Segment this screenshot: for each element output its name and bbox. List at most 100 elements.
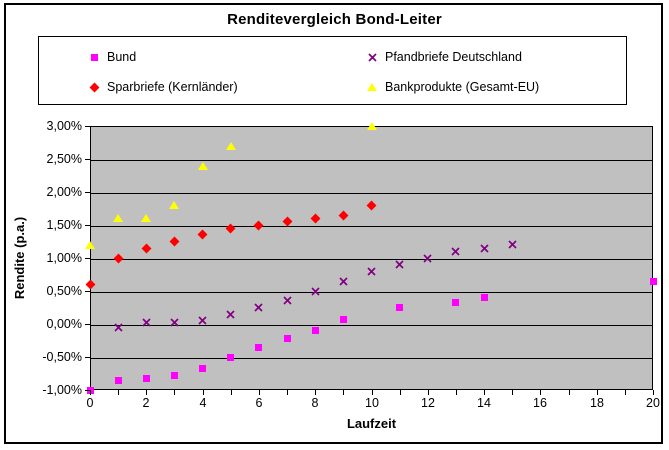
x-tick-label: 18	[590, 396, 604, 410]
data-point-bund	[452, 298, 460, 306]
x-axis-tick	[259, 390, 260, 395]
data-point-pfandbriefe-deutschland	[451, 247, 461, 256]
data-point-bund	[199, 365, 207, 373]
y-axis-tick	[85, 126, 90, 127]
data-point-bankprodukte-gesamt-eu	[85, 240, 95, 249]
data-point-bund	[170, 371, 178, 379]
y-tick-label: 0,50%	[46, 284, 82, 298]
data-point-sparbriefe-kernl-nder	[310, 213, 321, 224]
legend-item-pfandbriefe-deutschland: Pfandbriefe Deutschland	[367, 49, 522, 65]
x-tick-label: 2	[142, 396, 150, 410]
y-tick-label: -1,00%	[42, 383, 82, 397]
x-axis-tick	[174, 390, 175, 395]
y-axis-tick	[85, 225, 90, 226]
chart-title: Renditevergleich Bond-Leiter	[227, 11, 442, 28]
data-point-pfandbriefe-deutschland	[395, 260, 404, 269]
data-point-bankprodukte-gesamt-eu	[366, 122, 377, 130]
data-point-pfandbriefe-deutschland	[254, 303, 263, 312]
x-axis-tick	[569, 390, 570, 395]
data-point-bankprodukte-gesamt-eu	[197, 161, 208, 170]
gridline	[91, 259, 652, 260]
y-tick-label: 3,00%	[46, 119, 82, 133]
data-point-sparbriefe-kernl-nder	[169, 236, 180, 247]
x-tick-label: 6	[255, 396, 263, 410]
x-axis-tick	[315, 390, 316, 395]
x-marker-icon	[367, 52, 377, 62]
x-tick-label: 0	[86, 396, 94, 410]
x-axis-tick	[203, 390, 204, 395]
data-point-pfandbriefe-deutschland	[114, 323, 123, 332]
x-axis-tick	[597, 390, 598, 395]
data-point-pfandbriefe-deutschland	[479, 243, 489, 253]
x-tick-label: 16	[533, 396, 547, 410]
x-tick-label: 10	[365, 396, 379, 410]
data-point-pfandbriefe-deutschland	[367, 267, 376, 276]
x-axis-tick	[400, 390, 401, 395]
x-axis-tick	[653, 390, 654, 395]
y-axis-tick	[85, 258, 90, 259]
x-axis-tick	[512, 390, 513, 395]
data-point-bund	[227, 353, 235, 361]
data-point-pfandbriefe-deutschland	[282, 296, 292, 305]
data-point-sparbriefe-kernl-nder	[85, 279, 95, 290]
data-point-pfandbriefe-deutschland	[226, 309, 235, 319]
data-point-bund	[649, 277, 657, 285]
gridline	[91, 160, 652, 161]
data-point-sparbriefe-kernl-nder	[113, 253, 124, 263]
y-tick-label: 1,00%	[46, 251, 82, 265]
y-axis-tick	[85, 324, 90, 325]
data-point-sparbriefe-kernl-nder	[366, 200, 377, 211]
x-axis-tick	[118, 390, 119, 395]
data-point-bund	[311, 327, 319, 335]
legend-label: Sparbriefe (Kernländer)	[107, 80, 238, 94]
y-axis-tick	[85, 159, 90, 160]
y-tick-label: -0,50%	[42, 350, 82, 364]
x-axis-tick	[484, 390, 485, 395]
data-point-pfandbriefe-deutschland	[170, 317, 179, 327]
x-axis-tick	[372, 390, 373, 395]
legend-item-bankprodukte-gesamt-eu: Bankprodukte (Gesamt-EU)	[367, 79, 539, 95]
data-point-bund	[339, 315, 347, 323]
plot-area	[90, 126, 653, 390]
y-axis-tick	[85, 291, 90, 292]
data-point-pfandbriefe-deutschland	[198, 315, 207, 325]
legend-item-bund: Bund	[89, 49, 136, 65]
data-point-sparbriefe-kernl-nder	[253, 220, 264, 230]
y-tick-label: 1,50%	[46, 218, 82, 232]
x-axis-title: Laufzeit	[346, 416, 397, 431]
x-axis-tick	[90, 390, 91, 395]
x-tick-label: 14	[477, 396, 491, 410]
data-point-bund	[114, 376, 122, 384]
data-point-bund	[142, 375, 150, 383]
legend-label: Bund	[107, 50, 137, 64]
y-tick-label: 2,50%	[46, 152, 82, 166]
x-axis-tick	[287, 390, 288, 395]
x-axis-tick	[456, 390, 457, 395]
data-point-bund	[283, 335, 291, 343]
x-axis-tick	[146, 390, 147, 395]
y-tick-label: 0,00%	[46, 317, 82, 331]
data-point-pfandbriefe-deutschland	[508, 240, 517, 249]
data-point-bankprodukte-gesamt-eu	[225, 141, 236, 150]
y-axis-tick	[85, 192, 90, 193]
x-tick-label: 8	[311, 396, 319, 410]
data-point-bund	[480, 294, 488, 302]
data-point-pfandbriefe-deutschland	[311, 286, 320, 296]
data-point-sparbriefe-kernl-nder	[141, 243, 152, 254]
x-axis-tick	[428, 390, 429, 395]
x-axis-tick	[625, 390, 626, 395]
data-point-sparbriefe-kernl-nder	[197, 229, 208, 240]
y-axis-tick	[85, 357, 90, 358]
triangle-marker-icon	[367, 82, 377, 92]
legend-label: Bankprodukte (Gesamt-EU)	[385, 80, 540, 94]
legend-item-sparbriefe-kernl-nder: Sparbriefe (Kernländer)	[89, 79, 238, 95]
data-point-bankprodukte-gesamt-eu	[141, 214, 152, 223]
gridline	[91, 358, 652, 359]
x-tick-label: 20	[646, 396, 660, 410]
x-tick-label: 12	[421, 396, 435, 410]
x-axis-tick	[231, 390, 232, 395]
gridline	[91, 226, 652, 227]
data-point-pfandbriefe-deutschland	[339, 276, 348, 286]
x-axis-tick	[540, 390, 541, 395]
